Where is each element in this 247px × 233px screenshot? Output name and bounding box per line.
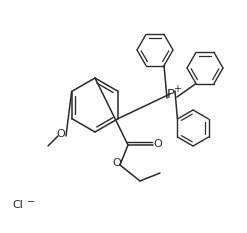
Text: P: P [167,88,175,100]
Text: +: + [173,84,181,94]
Text: Cl: Cl [12,200,23,210]
Text: O: O [113,158,121,168]
Text: O: O [154,139,162,149]
Text: O: O [57,129,65,139]
Text: −: − [27,197,35,207]
